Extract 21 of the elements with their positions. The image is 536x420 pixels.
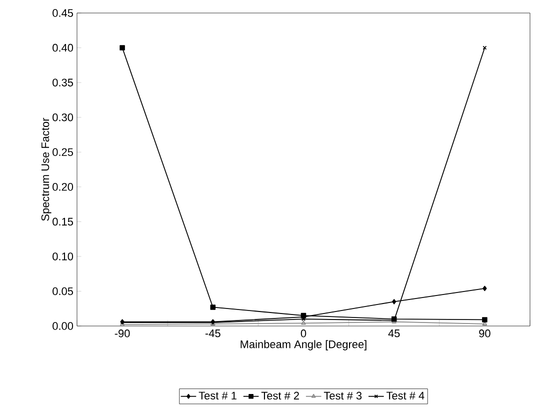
x-axis-title: Mainbeam Angle [Degree] [240,340,366,350]
legend-label: Test # 4 [386,392,424,400]
legend-label: Test # 1 [198,392,236,400]
y-tick-label: 0.45 [52,9,74,17]
y-tick-label: 0.15 [52,218,74,226]
y-tick-label: 0.00 [52,322,74,330]
y-tick-label: 0.40 [52,44,74,52]
x-tick-label: 90 [479,330,490,338]
y-tick-label: 0.10 [52,252,74,260]
x-tick-label: -90 [114,330,130,338]
x-tick-label: 0 [300,330,306,338]
y-tick-label: 0.05 [52,287,74,296]
y-tick-label: 0.20 [52,183,74,191]
y-tick-label: 0.25 [52,148,74,156]
legend-label: Test # 3 [324,392,362,400]
y-tick-label: 0.35 [52,78,74,86]
x-tick-label: 45 [388,330,400,338]
x-tick-label: -45 [205,330,220,338]
y-tick-label: 0.30 [52,113,74,122]
y-axis-title: Spectrum Use Factor [41,118,52,221]
legend-label: Test # 2 [261,392,299,400]
